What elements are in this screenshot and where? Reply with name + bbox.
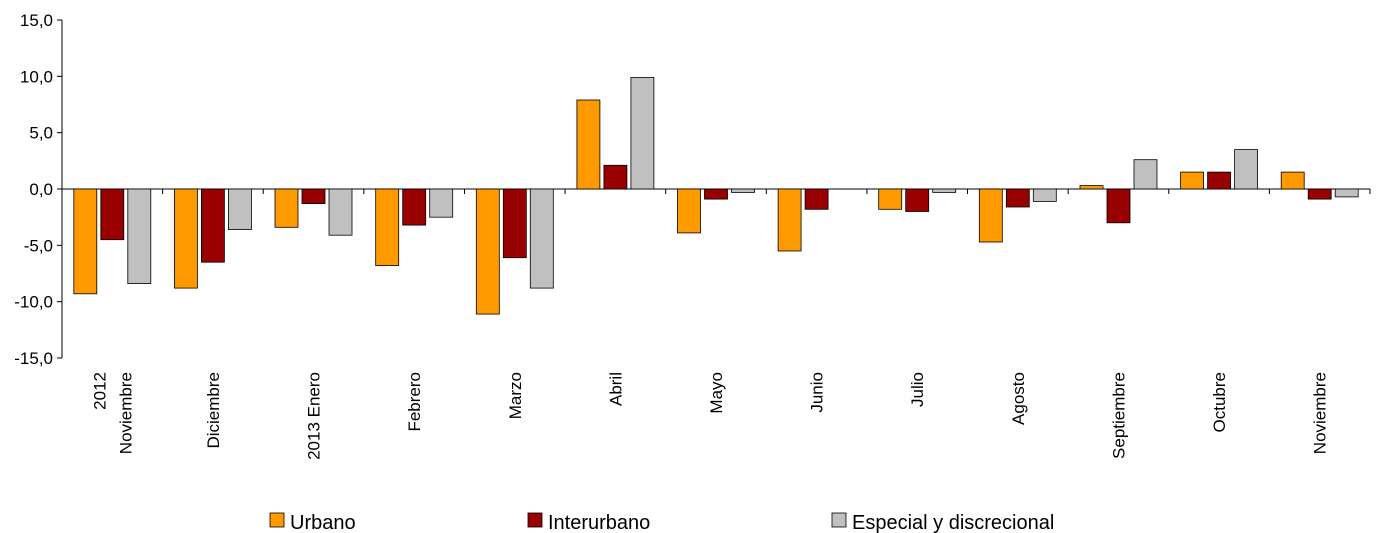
- category-label: Julio: [908, 372, 927, 407]
- legend: Urbano Interurbano Especial y discrecional: [269, 512, 1054, 533]
- bar-urbano: [173, 188, 198, 289]
- bar-interurbano: [1307, 188, 1332, 200]
- y-tick-label: 0,0: [29, 180, 53, 199]
- bar-interurbano: [804, 188, 829, 210]
- bar-urbano: [1180, 171, 1204, 190]
- bar-urbano: [475, 188, 500, 315]
- category-label: Junio: [808, 372, 827, 413]
- bar-interurbano: [905, 188, 930, 212]
- bar-interurbano: [1106, 188, 1131, 224]
- y-tick-label: -15,0: [14, 349, 53, 368]
- category-label: Diciembre: [204, 372, 223, 449]
- bar-especial-y-discrecional: [529, 188, 554, 289]
- bar-urbano: [274, 188, 299, 228]
- bar-urbano: [677, 188, 701, 234]
- category-label: Mayo: [707, 372, 726, 414]
- y-tick-label: 10,0: [20, 67, 53, 86]
- bar-especial-y-discrecional: [1334, 188, 1359, 198]
- category-label: 2012: [90, 372, 109, 410]
- category-label: Abril: [606, 372, 625, 406]
- bar-interurbano: [301, 188, 326, 205]
- bar-urbano: [978, 188, 1003, 243]
- bar-urbano: [777, 188, 802, 252]
- bars: [73, 77, 1359, 315]
- bar-especial-y-discrecional: [328, 188, 353, 236]
- bar-interurbano: [704, 188, 728, 200]
- category-label: Febrero: [405, 372, 424, 432]
- bar-urbano: [1280, 171, 1305, 190]
- bar-especial-y-discrecional: [227, 188, 252, 230]
- category-label: Octubre: [1210, 372, 1229, 432]
- bar-urbano: [1079, 185, 1104, 190]
- bar-interurbano: [1005, 188, 1030, 208]
- legend-swatch: [527, 512, 543, 528]
- bar-especial-y-discrecional: [630, 77, 655, 190]
- y-axis: 15,0 10,0 5,0 0,0 -5,0 -10,0 -15,0: [14, 11, 63, 368]
- category-label: Noviembre: [1311, 372, 1330, 454]
- legend-swatch: [831, 512, 847, 528]
- y-tick-label: -5,0: [24, 236, 53, 255]
- bar-especial-y-discrecional: [932, 188, 957, 193]
- bar-urbano: [73, 188, 98, 295]
- legend-swatch: [269, 512, 285, 528]
- category-label: Agosto: [1009, 372, 1028, 425]
- category-label: Marzo: [506, 372, 525, 419]
- bar-interurbano: [402, 188, 427, 226]
- bar-especial-y-discrecional: [127, 188, 152, 284]
- category-label: Septiembre: [1109, 372, 1128, 459]
- bar-interurbano: [1207, 171, 1231, 190]
- bar-urbano: [375, 188, 400, 266]
- category-label: 2013 Enero: [305, 372, 324, 460]
- legend-label: Interurbano: [548, 512, 650, 533]
- legend-label: Urbano: [290, 512, 356, 533]
- bar-urbano: [576, 99, 601, 190]
- bar-especial-y-discrecional: [1133, 159, 1158, 190]
- bar-interurbano: [603, 164, 628, 190]
- bar-especial-y-discrecional: [1234, 149, 1258, 190]
- y-tick-label: -10,0: [14, 293, 53, 312]
- y-tick-label: 5,0: [29, 124, 53, 143]
- bar-especial-y-discrecional: [429, 188, 454, 218]
- legend-label: Especial y discrecional: [852, 512, 1054, 533]
- bar-interurbano: [200, 188, 225, 263]
- category-labels: 2012 Noviembre Diciembre 2013 Enero Febrero M…: [90, 372, 1329, 460]
- bar-especial-y-discrecional: [1032, 188, 1057, 202]
- bar-urbano: [878, 188, 903, 210]
- bar-interurbano: [502, 188, 527, 259]
- bar-especial-y-discrecional: [731, 188, 755, 193]
- category-label: Noviembre: [116, 372, 135, 454]
- bar-interurbano: [100, 188, 125, 241]
- y-tick-label: 15,0: [20, 11, 53, 30]
